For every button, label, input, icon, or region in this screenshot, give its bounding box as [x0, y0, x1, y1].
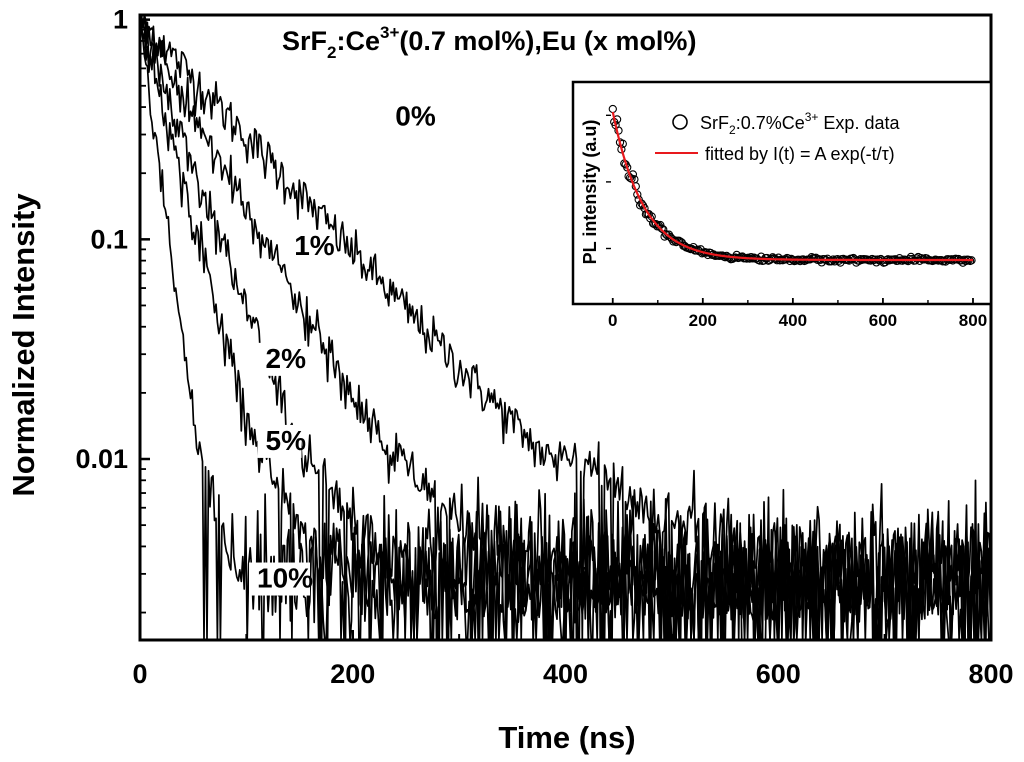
x-axis-label: Time (ns) — [498, 720, 635, 755]
series-label-bg — [249, 562, 311, 596]
legend-exp-sub: 2 — [729, 123, 736, 137]
inset-legend: SrF2:0.7%Ce3+ Exp. data fitted by I(t) =… — [655, 110, 900, 164]
legend-exp-p3: Exp. data — [818, 113, 900, 133]
chart-title-sup: 3+ — [380, 23, 399, 42]
x-tick-label: 200 — [330, 659, 375, 689]
inset-series-group — [608, 104, 976, 267]
chart-title-part-1: SrF — [282, 26, 327, 56]
x-tick-label: 600 — [756, 659, 801, 689]
series-label: 1% — [294, 230, 335, 261]
inset-x-tick-label: 800 — [959, 311, 987, 330]
decay-series-line — [139, 14, 992, 641]
chart-title: SrF2:Ce3+(0.7 mol%),Eu (x mol%) — [282, 23, 696, 62]
inset-data-point — [670, 236, 679, 245]
chart-title-part-3: (0.7 mol%),Eu (x mol%) — [399, 26, 696, 56]
inset-data-point — [657, 224, 666, 233]
x-tick-label: 800 — [968, 659, 1013, 689]
inset-chart: PL intensity (a.u) 0 200 400 600 800 SrF2:0.… — [571, 80, 993, 330]
series-label: 5% — [266, 425, 307, 456]
chart-title-part-2: :Ce — [336, 26, 380, 56]
main-series-group — [139, 14, 992, 641]
series-labels: 0% 1% 2% 5% 10% — [249, 100, 436, 596]
y-axis-label: Normalized Intensity — [6, 193, 41, 497]
x-tick-label: 400 — [543, 659, 588, 689]
inset-x-tick-label: 600 — [869, 311, 897, 330]
legend-label-fit: fitted by I(t) = A exp(-t/τ) — [705, 144, 895, 164]
inset-data-point — [661, 230, 671, 239]
series-label: 0% — [395, 100, 436, 131]
y-tick-label: 1 — [113, 5, 128, 35]
y-tick-label: 0.01 — [75, 444, 128, 474]
inset-x-tick-label: 0 — [608, 311, 617, 330]
legend-exp-p2: :0.7%Ce — [736, 113, 805, 133]
inset-frame — [571, 80, 993, 306]
series-label-bg — [257, 342, 302, 376]
inset-data-point — [830, 257, 839, 266]
inset-axis-ticks: 0 200 400 600 800 — [606, 114, 987, 330]
inset-data-point — [644, 209, 653, 219]
x-tick-label: 0 — [132, 659, 147, 689]
inset-data-point — [895, 254, 904, 263]
inset-fit-line — [611, 111, 973, 262]
legend-marker-exp-data — [672, 114, 688, 130]
chart-title-sub: 2 — [327, 43, 336, 62]
inset-data-point — [623, 163, 632, 172]
series-label-bg — [286, 229, 331, 263]
series-label: 10% — [257, 563, 313, 594]
legend-exp-sup: 3+ — [805, 110, 819, 124]
legend-exp-p1: SrF — [700, 113, 729, 133]
inset-x-tick-label: 200 — [689, 311, 717, 330]
series-label: 2% — [266, 343, 307, 374]
inset-y-axis-label: PL intensity (a.u) — [580, 120, 600, 265]
y-tick-label: 0.1 — [90, 224, 128, 254]
series-label-bg — [257, 424, 302, 458]
legend-label-exp-data: SrF2:0.7%Ce3+ Exp. data — [700, 110, 900, 137]
inset-x-tick-label: 400 — [779, 311, 807, 330]
